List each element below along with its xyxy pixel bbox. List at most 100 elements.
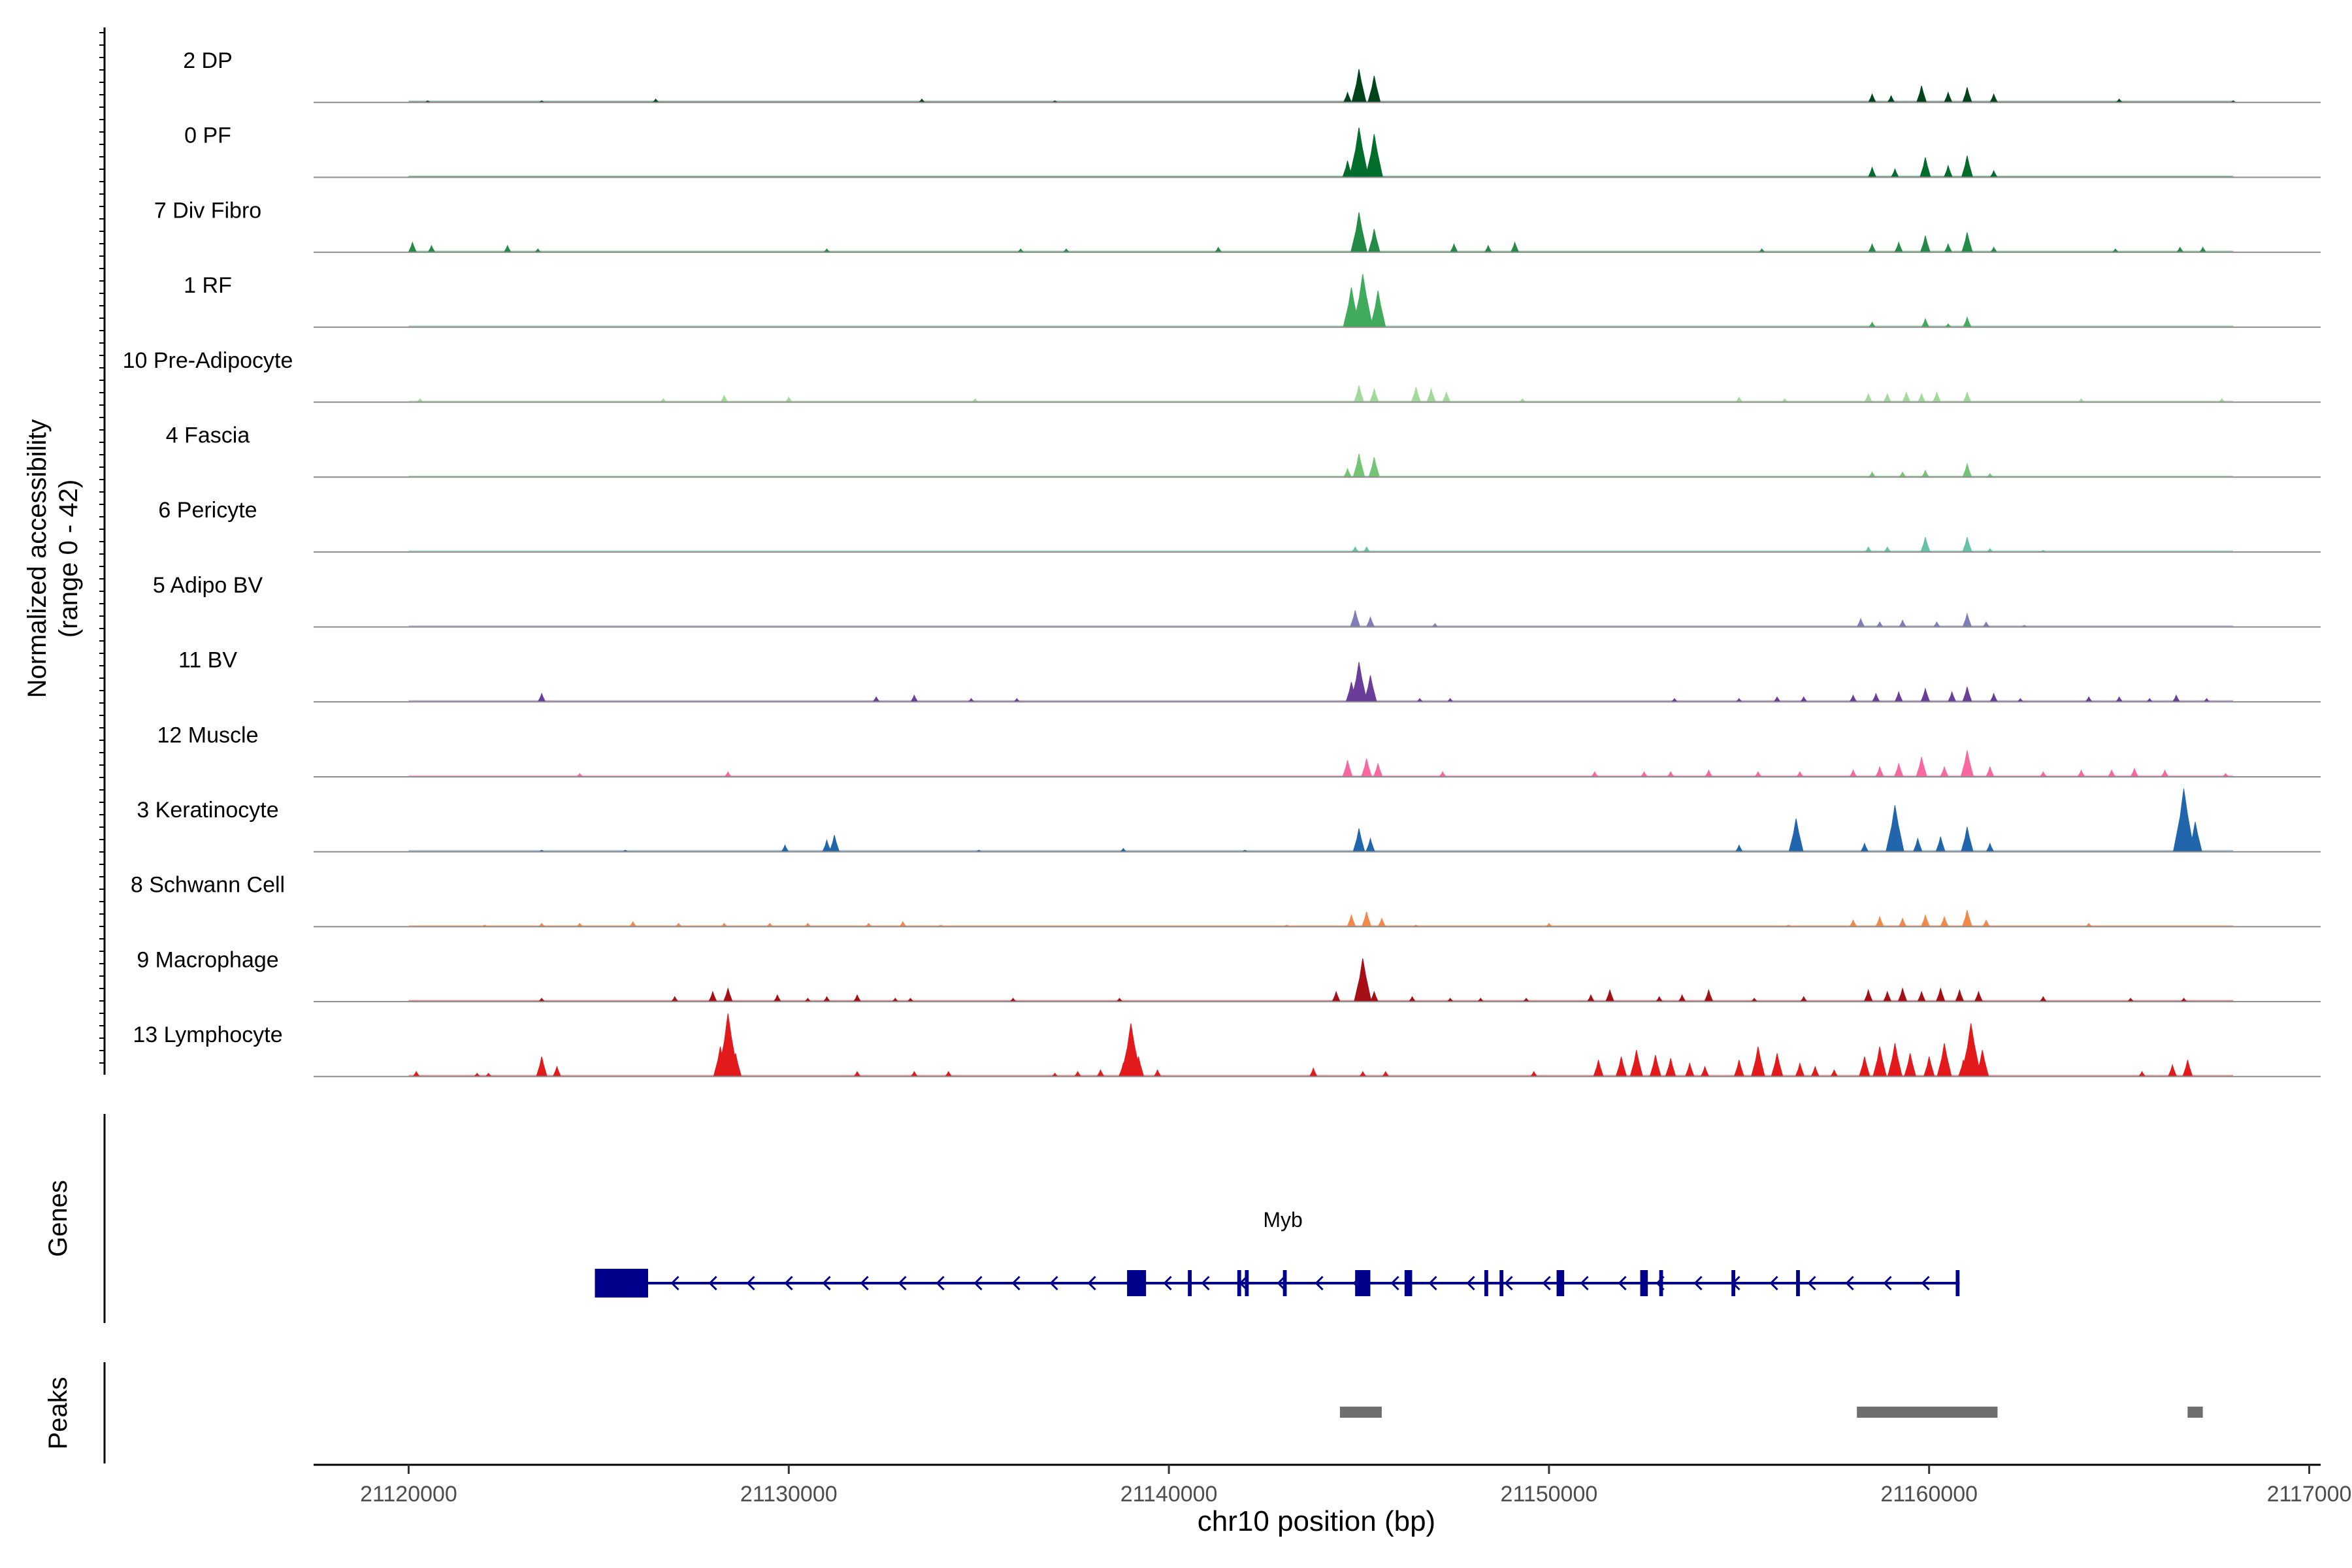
track-label: 3 Keratinocyte — [137, 798, 278, 823]
peaks-panel-label: Peaks — [44, 1377, 73, 1449]
track-signal — [1343, 453, 1994, 478]
gene-exon — [1404, 1270, 1413, 1296]
track-label: 5 Adipo BV — [153, 573, 263, 598]
strand-chevron — [1201, 1275, 1210, 1291]
track-signal — [1342, 127, 1998, 178]
strand-chevron — [1542, 1275, 1551, 1291]
track-label: 13 Lymphocyte — [133, 1022, 282, 1047]
strand-chevron — [784, 1275, 793, 1291]
peak-region — [1339, 1407, 1382, 1418]
tracks-y-axis-ticks — [99, 32, 105, 1064]
strand-chevron — [1618, 1275, 1627, 1291]
strand-chevron — [822, 1275, 831, 1291]
gene-exon — [1640, 1270, 1648, 1296]
strand-chevron — [1769, 1275, 1778, 1291]
strand-chevron — [1390, 1275, 1399, 1291]
peaks-panel: Peaks — [44, 1362, 2203, 1463]
track-signal — [1349, 610, 2027, 628]
strand-chevron — [1466, 1275, 1475, 1291]
track-signal — [576, 750, 2230, 777]
track-label: 1 RF — [184, 273, 232, 298]
track-signal — [538, 958, 2188, 1002]
gene-exon — [1355, 1270, 1371, 1296]
strand-chevron — [973, 1275, 983, 1291]
track-signal — [538, 789, 2202, 853]
strand-chevron — [1845, 1275, 1854, 1291]
track-label: 10 Pre-Adipocyte — [123, 348, 293, 373]
track-label: 4 Fascia — [166, 423, 250, 448]
track-5-adipo-bv: 5 Adipo BV — [153, 573, 2321, 628]
track-signal — [412, 1013, 2193, 1077]
gene-exon — [1499, 1270, 1504, 1296]
track-11-bv: 11 BV — [178, 648, 2321, 703]
x-tick-label: 21140000 — [1120, 1482, 1218, 1507]
strand-chevron — [1580, 1275, 1589, 1291]
gene-exon — [1556, 1270, 1565, 1296]
track-signal — [424, 69, 2236, 103]
peak-region — [2187, 1407, 2203, 1418]
strand-chevron — [1921, 1275, 1930, 1291]
track-panel: 2 DP 0 PF 7 Div Fibro 1 RF 10 Pre-Adipocyte 4… — [123, 48, 2321, 1077]
track-signal — [482, 909, 2093, 927]
strand-chevron — [1315, 1275, 1324, 1291]
track-13-lymphocyte: 13 Lymphocyte — [133, 1013, 2321, 1077]
track-12-muscle: 12 Muscle — [157, 723, 2321, 777]
x-tick-label: 21130000 — [740, 1482, 838, 1507]
gene-exon — [1484, 1270, 1488, 1296]
gene-exon — [1796, 1270, 1800, 1296]
track-label: 12 Muscle — [157, 723, 259, 747]
track-3-keratinocyte: 3 Keratinocyte — [137, 789, 2321, 853]
track-signal — [1351, 536, 2046, 553]
track-label: 8 Schwann Cell — [131, 873, 285, 898]
strand-chevron — [670, 1275, 679, 1291]
x-axis-title: chr10 position (bp) — [1198, 1505, 1435, 1537]
gene-exon — [1955, 1270, 1960, 1296]
track-10-pre-adipocyte: 10 Pre-Adipocyte — [123, 348, 2321, 403]
track-label: 6 Pericyte — [158, 498, 257, 523]
strand-chevron — [708, 1275, 717, 1291]
strand-chevron — [1163, 1275, 1172, 1291]
gene-exon — [1659, 1270, 1663, 1296]
track-9-macrophage: 9 Macrophage — [137, 947, 2321, 1003]
strand-chevron — [1883, 1275, 1892, 1291]
track-8-schwann-cell: 8 Schwann Cell — [131, 873, 2321, 928]
gene-exon — [1237, 1270, 1241, 1296]
track-0-pf: 0 PF — [184, 123, 2321, 178]
track-label: 11 BV — [178, 648, 237, 673]
strand-chevron — [1277, 1275, 1286, 1291]
gene-exon — [1188, 1270, 1192, 1296]
gene-exon — [595, 1269, 648, 1298]
gene-exon — [1245, 1270, 1249, 1296]
track-1-rf: 1 RF — [184, 273, 2321, 328]
track-6-pericyte: 6 Pericyte — [158, 498, 2321, 553]
strand-chevron — [1011, 1275, 1021, 1291]
track-label: 0 PF — [184, 123, 231, 148]
strand-chevron — [746, 1275, 755, 1291]
strand-chevron — [898, 1275, 907, 1291]
strand-chevron — [1087, 1275, 1096, 1291]
track-2-dp: 2 DP — [183, 48, 2321, 103]
x-axis: 21120000 21130000 21140000 21150000 21160000… — [314, 1463, 2351, 1537]
y-axis-title-line1: Normalized accessibility — [23, 419, 52, 698]
gene-exon — [1127, 1270, 1147, 1296]
track-signal — [1343, 274, 1972, 328]
strand-chevron — [1049, 1275, 1058, 1291]
peak-region — [1857, 1407, 1998, 1418]
y-axis-title-line2: (range 0 - 42) — [54, 480, 83, 638]
gene-myb: Myb — [595, 1208, 1960, 1298]
gene-name: Myb — [1263, 1208, 1302, 1232]
track-signal — [408, 212, 2207, 253]
strand-chevron — [936, 1275, 945, 1291]
track-label: 9 Macrophage — [137, 947, 278, 972]
gene-exon — [1282, 1270, 1287, 1296]
genes-panel: Genes Myb — [44, 1114, 1960, 1323]
strand-chevron — [1504, 1275, 1513, 1291]
strand-chevron — [1807, 1275, 1816, 1291]
track-label: 2 DP — [183, 48, 233, 73]
strand-chevron — [860, 1275, 869, 1291]
genes-panel-label: Genes — [44, 1180, 73, 1257]
track-signal — [416, 385, 2226, 402]
x-tick-label: 21150000 — [1501, 1482, 1598, 1507]
track-4-fascia: 4 Fascia — [166, 423, 2321, 478]
